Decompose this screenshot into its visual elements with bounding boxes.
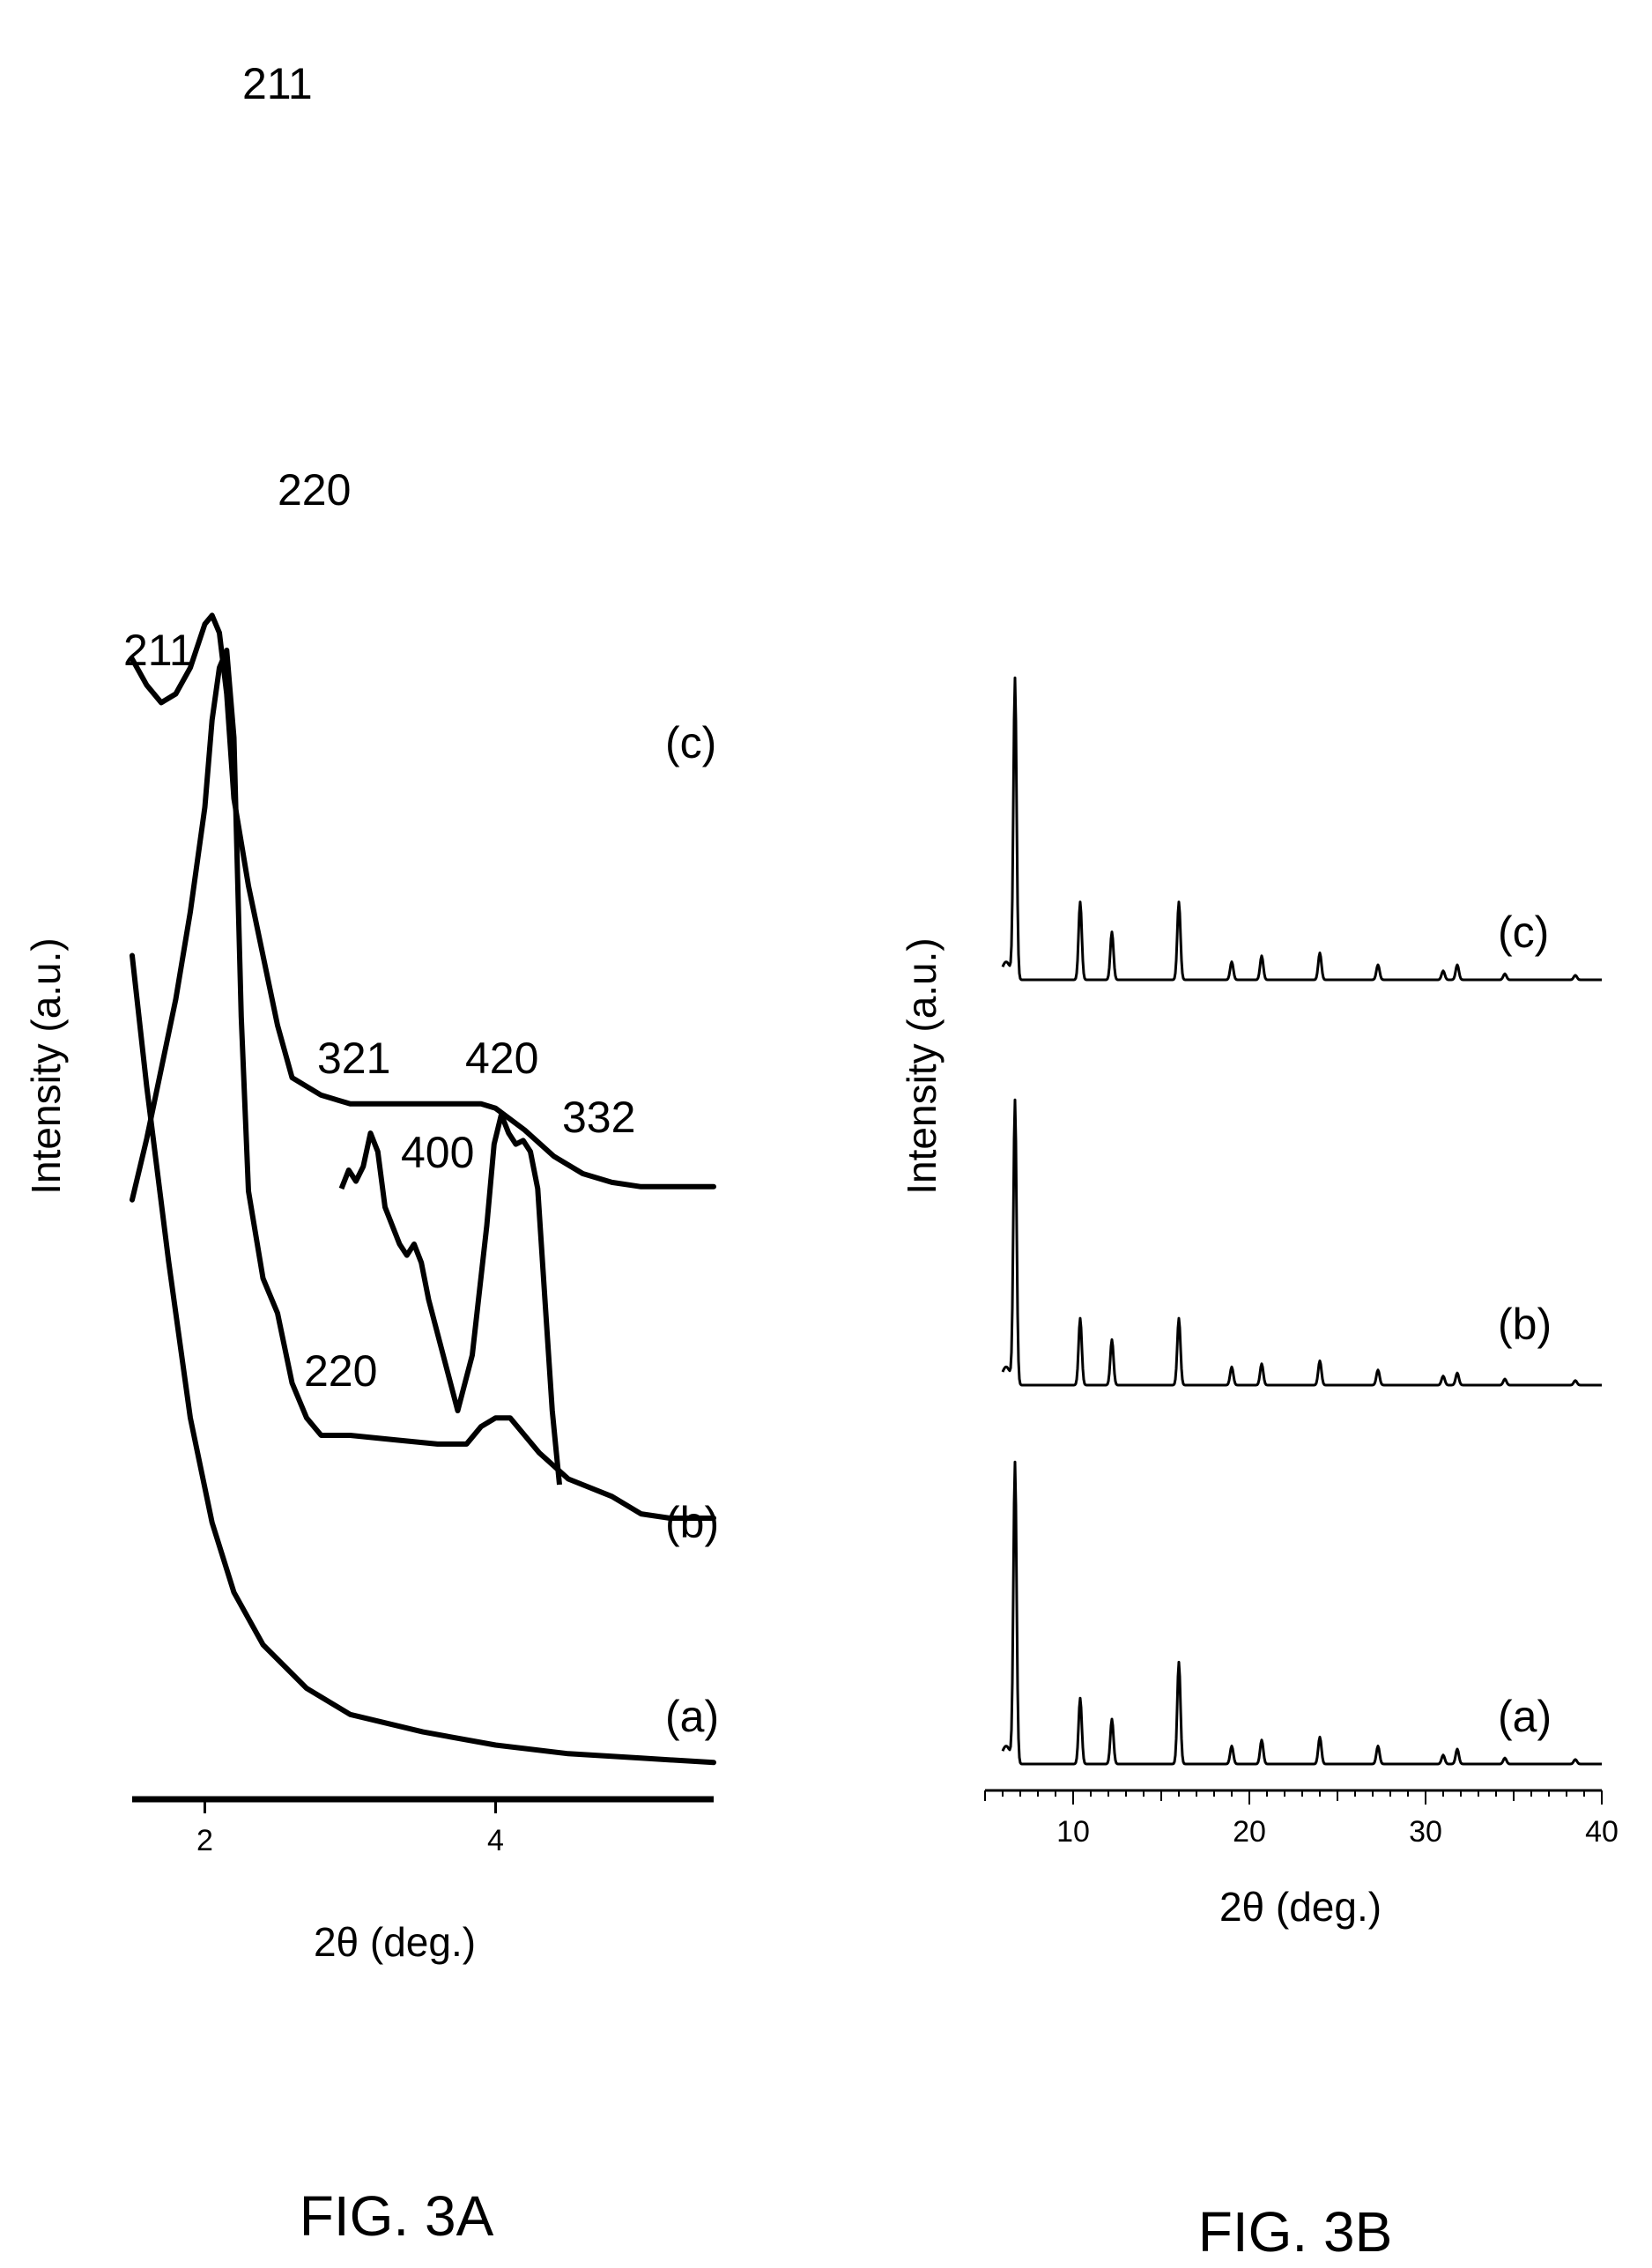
- fig3a-inset-line: [338, 1112, 562, 1486]
- fig3a-peak-211-c: 211: [242, 59, 313, 108]
- fig3b-series-line-b: [1001, 1098, 1603, 1387]
- fig3a-series-label-c: (c): [665, 718, 716, 767]
- fig3a-series-label-b: (b): [665, 1498, 719, 1547]
- fig3b-curves: [1001, 676, 1603, 1766]
- fig3a-curves: [130, 612, 716, 1766]
- fig3b-tick-label-20: 20: [1233, 1815, 1266, 1849]
- fig3a-inset-label-420: 420: [465, 1034, 538, 1083]
- fig3a-inset-label-332: 332: [562, 1093, 635, 1142]
- fig3a-x-axis-title: 2θ (deg.): [314, 1919, 476, 1965]
- fig3b-y-axis-title: Intensity (a.u.): [899, 938, 945, 1194]
- fig3b-series-label-a: (a): [1498, 1692, 1552, 1741]
- fig3b-series-line-a: [1001, 1460, 1603, 1766]
- fig3a-peak-220-b: 220: [304, 1346, 377, 1396]
- fig3b-series-line-c: [1001, 676, 1603, 982]
- fig3b-tick-label-40: 40: [1585, 1815, 1619, 1849]
- fig3a-y-axis-title: Intensity (a.u.): [23, 938, 69, 1194]
- fig3b-series-label-c: (c): [1498, 908, 1549, 957]
- fig3b-caption: FIG. 3B: [1198, 2200, 1393, 2264]
- fig3a-series-line-b: [130, 648, 716, 1521]
- fig3a-series-line-a: [130, 952, 716, 1766]
- fig3b-ticks: 10 20 30 40: [984, 1790, 1619, 1849]
- fig3a-peak-211-b: 211: [123, 626, 194, 675]
- fig3a-caption: FIG. 3A: [300, 2184, 494, 2248]
- fig3a-series-label-a: (a): [665, 1692, 719, 1741]
- fig3b-tick-label-10: 10: [1056, 1815, 1090, 1849]
- fig3a-peak-220-c: 220: [278, 465, 351, 515]
- fig3b-series-label-b: (b): [1498, 1300, 1552, 1349]
- fig3b-tick-label-30: 30: [1409, 1815, 1442, 1849]
- fig3a-inset-label-321: 321: [317, 1034, 390, 1083]
- fig3a-inset-label-400: 400: [401, 1128, 474, 1177]
- fig3b-panel: 10 20 30 40 (c) (b) (a) Intensity (a.u.) 2θ…: [899, 676, 1619, 2264]
- fig3a-tick-label-4: 4: [487, 1824, 504, 1857]
- fig3a-inset: [338, 1112, 562, 1486]
- fig3a-series-line-c: [130, 612, 716, 1190]
- fig3a-tick-label-2: 2: [196, 1824, 213, 1857]
- fig3b-x-axis-title: 2θ (deg.): [1219, 1884, 1382, 1930]
